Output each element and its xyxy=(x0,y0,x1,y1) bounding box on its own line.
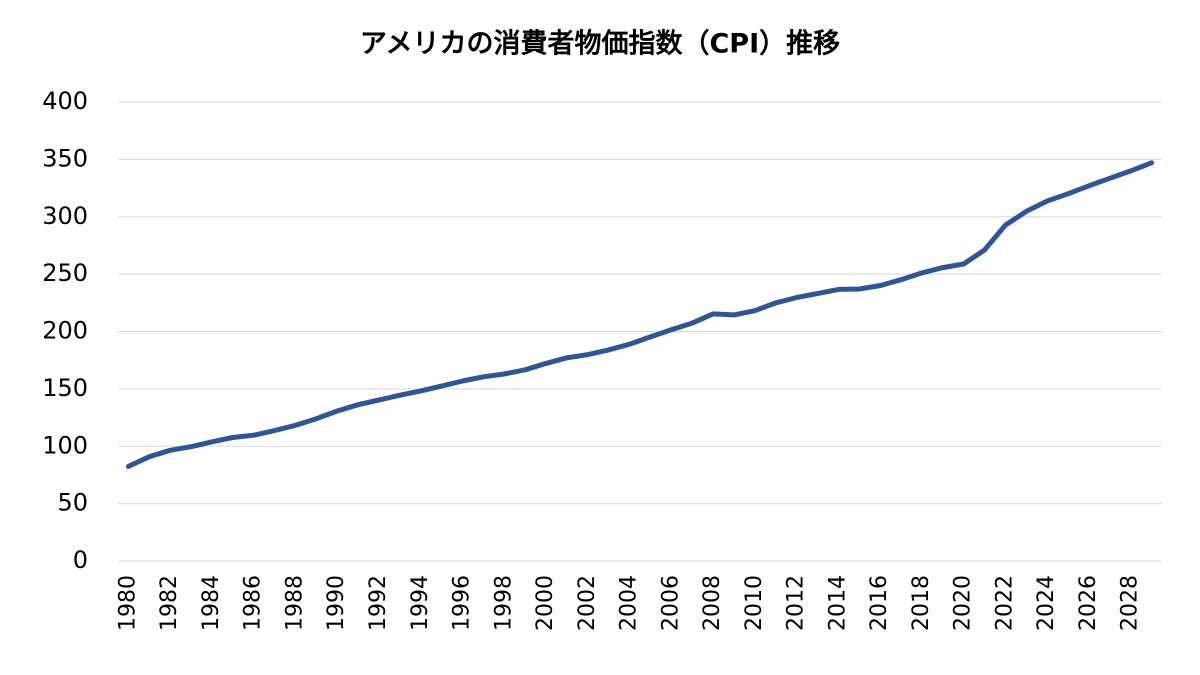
x-tick-label: 2024 xyxy=(1034,575,1059,631)
x-tick-label: 2014 xyxy=(825,575,850,631)
x-tick-label: 2028 xyxy=(1118,575,1143,631)
x-tick-label: 2026 xyxy=(1076,575,1101,631)
x-tick-label: 2016 xyxy=(867,575,892,631)
line-series xyxy=(125,160,1155,469)
x-tick-label: 1982 xyxy=(157,575,182,631)
x-tick-label: 2006 xyxy=(658,575,683,631)
x-tick-label: 1990 xyxy=(324,575,349,631)
x-tick-label: 2010 xyxy=(742,575,767,631)
x-tick-label: 2000 xyxy=(533,575,558,631)
x-tick-label: 1984 xyxy=(199,575,224,631)
x-tick-label: 2022 xyxy=(992,575,1017,631)
y-tick-label: 400 xyxy=(42,87,88,115)
chart-title: アメリカの消費者物価指数（CPI）推移 xyxy=(360,29,840,60)
x-tick-label: 2020 xyxy=(951,575,976,631)
x-tick-label: 1992 xyxy=(366,575,391,631)
y-tick-label: 0 xyxy=(73,546,88,574)
x-tick-label: 1998 xyxy=(491,575,516,631)
x-tick-label: 1988 xyxy=(282,575,307,631)
x-tick-label: 2018 xyxy=(909,575,934,631)
y-tick-label: 50 xyxy=(57,489,88,517)
y-tick-label: 200 xyxy=(42,317,88,345)
x-tick-label: 2002 xyxy=(575,575,600,631)
x-tick-label: 2008 xyxy=(700,575,725,631)
x-tick-label: 2004 xyxy=(617,575,642,631)
y-tick-label: 250 xyxy=(42,259,88,287)
x-tick-label: 1996 xyxy=(450,575,475,631)
x-tick-label: 2012 xyxy=(784,575,809,631)
y-tick-label: 100 xyxy=(42,431,88,459)
x-tick-label: 1994 xyxy=(408,575,433,631)
x-tick-label: 1986 xyxy=(241,575,266,631)
y-tick-label: 350 xyxy=(42,144,88,172)
y-tick-label: 300 xyxy=(42,202,88,230)
y-tick-label: 150 xyxy=(42,374,88,402)
x-tick-label: 1980 xyxy=(115,575,140,631)
